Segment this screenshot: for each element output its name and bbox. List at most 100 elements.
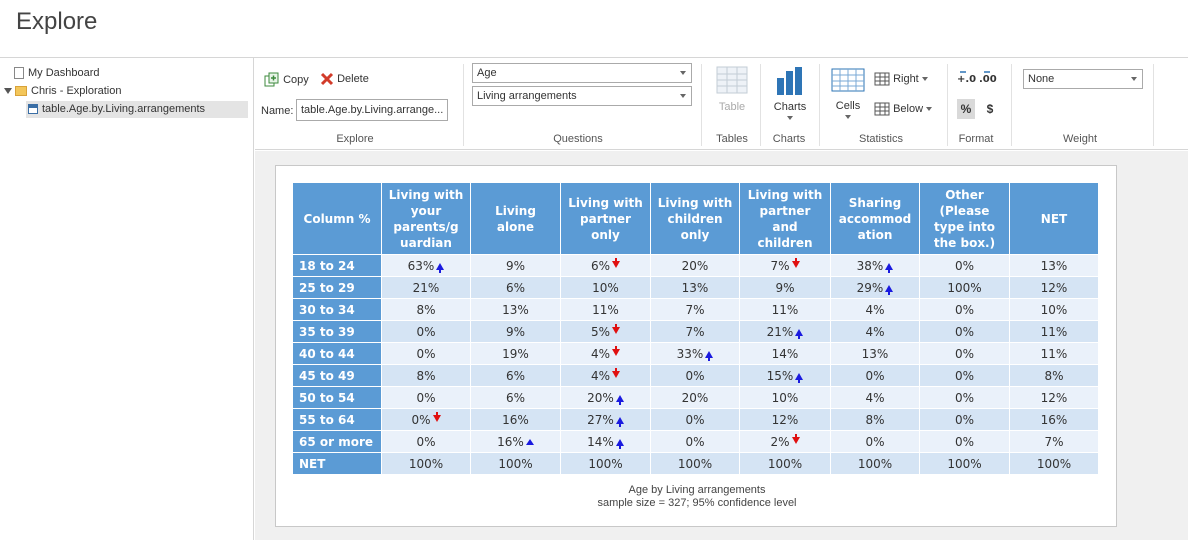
table-cell: 13%: [470, 298, 561, 321]
column-header-line: partner: [580, 211, 631, 226]
increase-decimals-button[interactable]: +.0.00: [957, 70, 999, 89]
table-cell: 0%: [381, 342, 471, 365]
sidebar-item-my-dashboard[interactable]: My Dashboard: [14, 65, 100, 82]
copy-label: Copy: [283, 73, 309, 86]
cell-value: 63%: [407, 258, 435, 273]
table-cell: 21%: [381, 276, 471, 299]
currency-format-button[interactable]: $: [981, 99, 999, 119]
significance-up-arrow-icon: [795, 328, 804, 339]
table-cell: 27%: [560, 408, 651, 431]
sidebar-item-label: Chris - Exploration: [31, 85, 122, 97]
copy-icon: [264, 72, 279, 87]
column-header-line: Living with: [568, 195, 643, 210]
table-cell: 21%: [739, 320, 831, 343]
group-label-tables: Tables: [716, 133, 748, 145]
table-row: 50 to 54 0% 6% 20% 20% 10% 4% 0% 12%: [292, 386, 1099, 409]
table-cell: 0%: [650, 408, 740, 431]
table-cell: 14%: [560, 430, 651, 453]
table-row: 45 to 49 8% 6% 4% 0% 15% 0% 0% 8%: [292, 364, 1099, 387]
column-header-line: children: [757, 235, 813, 250]
group-label-statistics: Statistics: [858, 133, 903, 145]
cells-button[interactable]: Cells: [830, 68, 866, 119]
weight-dropdown[interactable]: None: [1023, 69, 1143, 89]
table-cell: 8%: [1009, 364, 1099, 387]
table-cell: 12%: [1009, 276, 1099, 299]
table-cell: 100%: [830, 452, 920, 475]
cell-value: 0%: [954, 390, 975, 405]
cell-value: 11%: [592, 302, 619, 317]
sidebar-item-exploration-folder[interactable]: Chris - Exploration: [4, 83, 121, 100]
svg-text:.00: .00: [979, 74, 997, 85]
table-cell: 0%: [919, 298, 1010, 321]
separator: [1011, 64, 1012, 146]
cell-value: 11%: [1040, 346, 1068, 361]
table-cell: 14%: [739, 342, 831, 365]
table-cell: 4%: [560, 364, 651, 387]
significance-down-arrow-icon: [612, 345, 621, 356]
significance-down-arrow-icon: [432, 411, 441, 422]
decimal-places-icon: +.0.00: [957, 71, 997, 85]
row-header: 55 to 64: [292, 408, 382, 431]
below-statistics-button[interactable]: Below: [874, 102, 933, 116]
question-dropdown-columns[interactable]: Living arrangements: [472, 86, 692, 106]
question-dropdown-rows[interactable]: Age: [472, 63, 692, 83]
table-cell: 9%: [470, 320, 561, 343]
significance-up-arrow-icon: [615, 394, 624, 405]
copy-button[interactable]: Copy: [264, 72, 309, 88]
table-cell: 13%: [650, 276, 740, 299]
table-cell: 4%: [830, 320, 920, 343]
cell-value: 0%: [954, 346, 975, 361]
chevron-down-icon: [680, 94, 686, 98]
row-header: 30 to 34: [292, 298, 382, 321]
cell-value: 0%: [411, 412, 431, 427]
cell-value: 10%: [771, 390, 799, 405]
table-button[interactable]: Table: [713, 66, 751, 113]
table-cell: 15%: [739, 364, 831, 387]
table-cell: 0%: [919, 430, 1010, 453]
table-cell: 100%: [919, 452, 1010, 475]
cell-value: 0%: [685, 434, 705, 449]
column-header: Living alone: [470, 182, 561, 255]
separator: [1153, 64, 1154, 146]
name-input[interactable]: table.Age.by.Living.arrange...: [296, 99, 448, 121]
column-header-line: type into: [933, 219, 996, 234]
group-label-weight: Weight: [1062, 133, 1098, 145]
cell-value: 29%: [856, 280, 884, 295]
row-header: 45 to 49: [292, 364, 382, 387]
cell-value: 0%: [954, 302, 975, 317]
percent-format-button[interactable]: %: [957, 99, 975, 119]
column-header-line: uardian: [400, 235, 452, 250]
significance-down-arrow-icon: [612, 323, 621, 334]
significance-up-arrow-icon: [615, 438, 624, 449]
table-cell: 29%: [830, 276, 920, 299]
cell-value: 8%: [1044, 368, 1064, 383]
column-header-line: Living with: [747, 187, 823, 202]
collapse-triangle-icon[interactable]: [4, 88, 12, 95]
table-row: 55 to 64 0% 16% 27% 0% 12% 8% 0% 16%: [292, 408, 1099, 431]
table-cell: 9%: [739, 276, 831, 299]
delete-button[interactable]: Delete: [320, 72, 369, 86]
table-cell: 100%: [919, 276, 1010, 299]
right-statistics-button[interactable]: Right: [874, 72, 928, 86]
cell-value: 0%: [685, 412, 705, 427]
table-cell: 100%: [381, 452, 471, 475]
sidebar-item-table-selected[interactable]: table.Age.by.Living.arrangements: [26, 101, 248, 118]
dropdown-value: None: [1028, 73, 1055, 85]
cell-value: 6%: [505, 368, 526, 383]
table-cell: 0%: [650, 430, 740, 453]
charts-button[interactable]: Charts: [769, 66, 811, 120]
cell-value: 6%: [505, 280, 526, 295]
cell-value: 27%: [587, 412, 614, 427]
separator: [463, 64, 464, 146]
cell-value: 10%: [592, 280, 619, 295]
table-cell: 100%: [470, 452, 561, 475]
row-header: 65 or more: [292, 430, 382, 453]
table-cell: 33%: [650, 342, 740, 365]
sidebar-item-label: table.Age.by.Living.arrangements: [42, 103, 206, 115]
cell-value: 12%: [1040, 280, 1068, 295]
cell-value: 7%: [770, 258, 790, 273]
delete-x-icon: [320, 72, 334, 86]
cell-value: 4%: [865, 302, 885, 317]
cell-value: 4%: [865, 324, 885, 339]
cell-value: 33%: [676, 346, 704, 361]
